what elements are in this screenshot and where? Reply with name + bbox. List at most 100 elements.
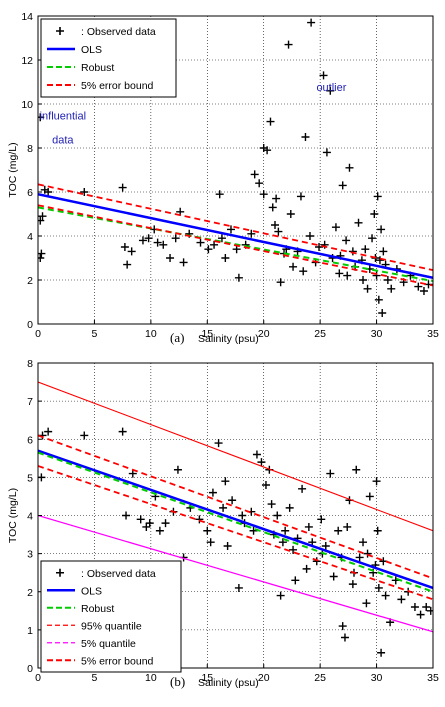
observed-data-points [38,18,433,317]
data-point [296,192,305,201]
data-point [419,287,428,295]
data-point [375,256,384,265]
data-point [252,450,261,459]
y-tick-label: 10 [21,99,33,111]
y-tick-label: 4 [27,231,33,243]
data-point [348,580,357,589]
data-point [268,203,277,212]
tick-labels: 0 5 10 15 20 25 30 35 0 1 2 3 4 5 6 7 8 [27,358,439,684]
data-point [266,117,275,126]
y-tick-label: 0 [27,663,33,675]
x-tick-label: 0 [35,672,41,684]
data-point [145,519,154,528]
data-point [38,249,46,258]
data-point [217,234,226,243]
legend-label: 5% quantile [81,638,136,650]
data-point [291,576,300,585]
fit-lines [38,381,433,633]
data-point [123,260,132,269]
data-point [138,236,147,245]
line-5-error-bound [38,204,433,287]
data-point [340,633,349,642]
data-point [249,526,258,535]
x-tick-label: 20 [258,328,270,340]
data-point [410,603,419,611]
data-point [179,258,188,267]
data-point [259,190,268,199]
data-point [289,545,298,554]
data-point [267,500,276,509]
panel-caption: (b) [170,674,185,689]
data-point [326,86,335,95]
line-robust [38,206,433,283]
data-point [326,469,335,478]
data-point [259,144,268,152]
y-tick-label: 8 [27,358,33,370]
data-point [370,210,379,218]
data-point [221,477,230,486]
legend-box [40,560,182,673]
x-tick-label: 10 [145,672,157,684]
data-point [284,40,293,49]
data-point [215,190,224,199]
y-axis-label: TOC (mg/L) [7,488,19,543]
line-ols [38,449,433,590]
observed-data-points [38,427,433,657]
legend-label: : Observed data [81,26,156,38]
x-tick-label: 25 [314,328,326,340]
data-point [247,229,256,238]
y-tick-label: 2 [27,587,33,599]
data-point [342,236,351,245]
data-point [261,481,270,489]
legend: : Observed data OLS Robust 5% error bound [40,18,177,98]
annotation-outlier: outlier [316,82,346,94]
data-point [387,284,396,293]
data-point [203,526,212,535]
x-tick-label: 30 [371,672,383,684]
data-point [383,276,392,284]
data-point [343,271,352,280]
data-point [329,572,338,581]
legend-entry: 5% quantile [47,638,136,650]
x-tick-label: 15 [201,672,213,684]
chart-panel-b: 0 5 10 15 20 25 30 35 0 1 2 3 4 5 6 7 8 TOC (mg/L) (b) Sali… [7,358,439,689]
data-point [305,232,314,240]
data-point [307,18,316,27]
data-point [161,519,170,528]
legend-label: OLS [81,585,102,597]
y-tick-label: 1 [27,625,33,637]
data-point [298,484,307,493]
chart-panel-a: 0 5 10 15 20 25 30 35 0 2 4 6 8 10 12 14 TOC (mg/L) (a) Sa… [7,11,439,345]
data-point [214,439,223,448]
x-tick-label: 30 [371,328,383,340]
y-tick-label: 8 [27,143,33,155]
y-tick-label: 0 [27,319,33,331]
data-point [362,599,371,608]
data-point [238,511,247,520]
data-point [171,234,180,243]
data-point [272,194,281,203]
data-point [166,254,175,262]
line-5-error-bound [38,434,433,580]
legend-marker [56,27,64,35]
data-point [372,271,381,280]
data-point [38,216,45,225]
y-tick-label: 4 [27,511,33,523]
data-point [338,622,347,631]
tick-labels: 0 5 10 15 20 25 30 35 0 2 4 6 8 10 12 14 [21,11,439,340]
data-point [136,515,145,524]
data-point [38,212,47,221]
data-point [416,610,425,619]
data-point [118,427,127,436]
legend-label: 5% error bound [81,655,154,667]
data-point [426,606,433,615]
x-axis-label: Salinity (psu) [198,677,259,689]
data-point [289,262,298,271]
data-point [276,278,285,287]
legend-label: Robust [81,62,114,74]
data-point [373,526,382,535]
x-tick-label: 25 [314,672,326,684]
data-point [206,538,215,547]
legend-label: OLS [81,44,102,56]
data-point [381,591,390,600]
